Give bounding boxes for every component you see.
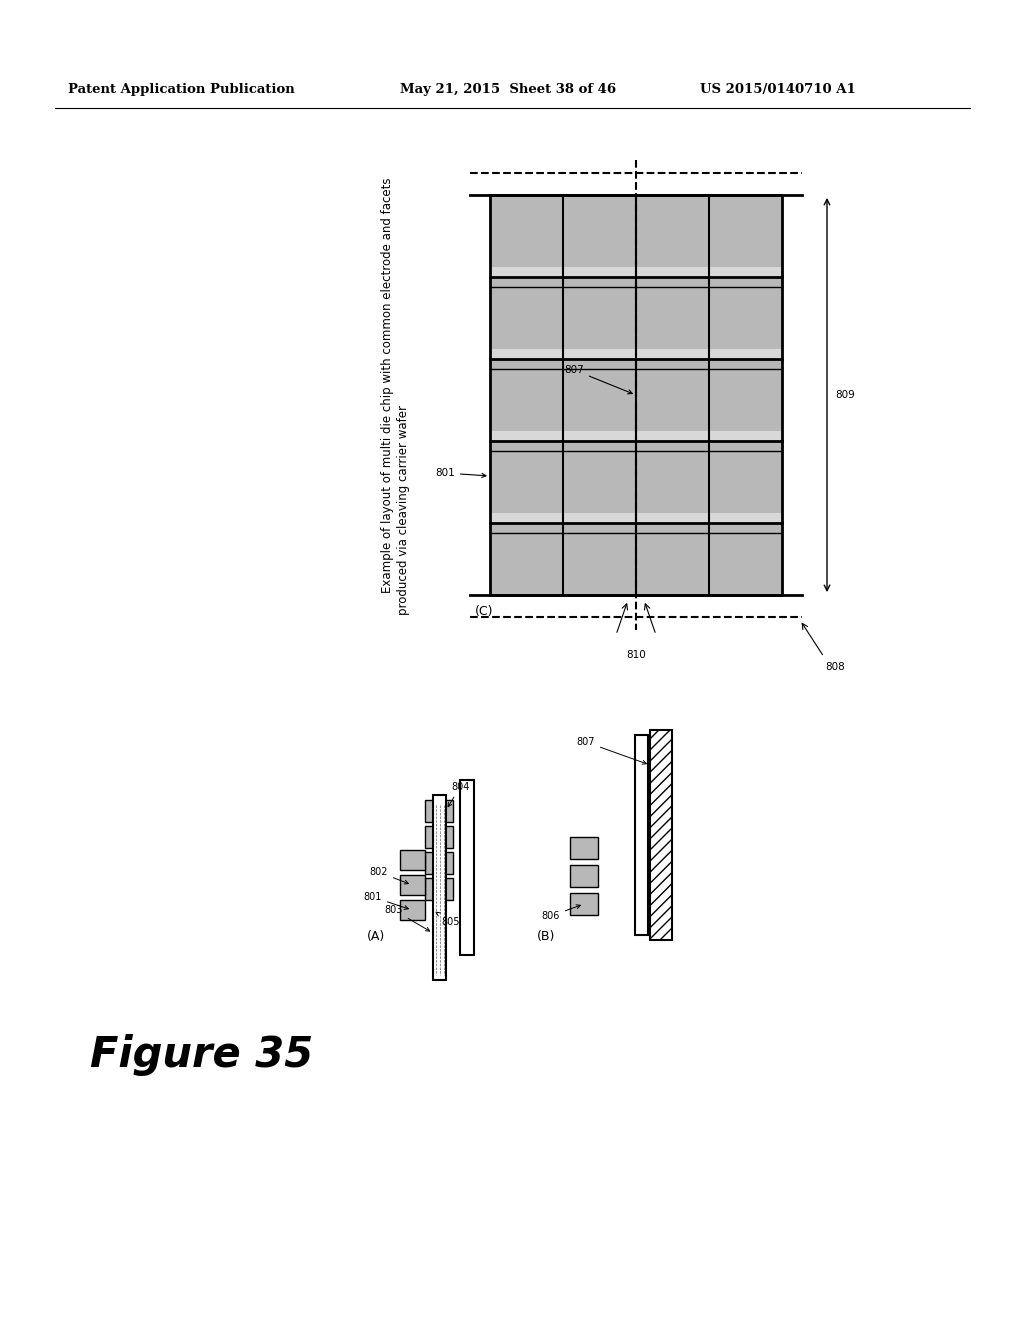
Bar bbox=[490, 277, 563, 348]
Bar bbox=[709, 359, 782, 432]
Text: (B): (B) bbox=[537, 931, 555, 942]
Text: 803: 803 bbox=[385, 906, 430, 931]
Bar bbox=[563, 359, 636, 432]
Text: 810: 810 bbox=[626, 649, 646, 660]
Bar bbox=[636, 441, 709, 513]
Text: (A): (A) bbox=[367, 931, 385, 942]
Text: Example of layout of multi die chip with common electrode and facets: Example of layout of multi die chip with… bbox=[382, 177, 394, 593]
Text: 807: 807 bbox=[577, 737, 646, 764]
Text: 805: 805 bbox=[436, 912, 460, 927]
Bar bbox=[460, 780, 474, 954]
Text: 802: 802 bbox=[370, 867, 409, 884]
Bar bbox=[709, 441, 782, 513]
Text: 809: 809 bbox=[835, 389, 855, 400]
Bar bbox=[636, 277, 709, 348]
Text: May 21, 2015  Sheet 38 of 46: May 21, 2015 Sheet 38 of 46 bbox=[400, 83, 616, 96]
Bar bbox=[490, 195, 563, 267]
Bar bbox=[570, 894, 598, 915]
Bar bbox=[563, 277, 636, 348]
Bar bbox=[490, 348, 782, 359]
Bar bbox=[490, 267, 782, 277]
Bar bbox=[400, 875, 425, 895]
Bar bbox=[570, 837, 598, 859]
Bar bbox=[490, 523, 563, 595]
Text: produced via cleaving carrier wafer: produced via cleaving carrier wafer bbox=[397, 405, 411, 615]
Bar bbox=[570, 865, 598, 887]
Bar bbox=[400, 850, 425, 870]
Bar bbox=[425, 851, 453, 874]
Text: Patent Application Publication: Patent Application Publication bbox=[68, 83, 295, 96]
Text: 804: 804 bbox=[449, 781, 469, 807]
Text: 801: 801 bbox=[364, 892, 409, 909]
Bar bbox=[490, 513, 782, 523]
Bar bbox=[636, 359, 709, 432]
Bar bbox=[400, 900, 425, 920]
Bar bbox=[490, 359, 563, 432]
Bar bbox=[650, 730, 672, 940]
Text: 807: 807 bbox=[564, 366, 632, 393]
Bar bbox=[425, 800, 453, 822]
Bar bbox=[709, 523, 782, 595]
Bar bbox=[709, 277, 782, 348]
Text: Figure 35: Figure 35 bbox=[90, 1034, 313, 1076]
Text: 801: 801 bbox=[435, 469, 486, 478]
Bar bbox=[425, 878, 453, 900]
Bar bbox=[490, 432, 782, 441]
Bar bbox=[636, 523, 709, 595]
Bar bbox=[490, 441, 563, 513]
Text: 806: 806 bbox=[542, 904, 581, 921]
Text: US 2015/0140710 A1: US 2015/0140710 A1 bbox=[700, 83, 856, 96]
Bar bbox=[635, 735, 648, 935]
Text: (C): (C) bbox=[475, 605, 494, 618]
Text: 808: 808 bbox=[825, 663, 845, 672]
Bar bbox=[425, 826, 453, 847]
Bar bbox=[563, 523, 636, 595]
Bar bbox=[433, 795, 446, 979]
Bar bbox=[709, 195, 782, 267]
Bar bbox=[636, 195, 709, 267]
Bar bbox=[563, 441, 636, 513]
Bar bbox=[563, 195, 636, 267]
